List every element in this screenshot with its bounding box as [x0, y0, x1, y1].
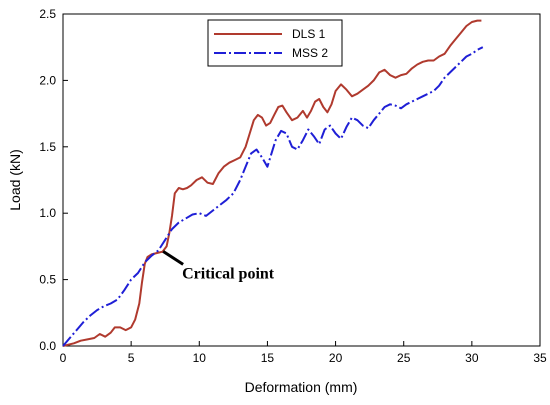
annotation-layer: Critical point — [162, 250, 275, 282]
series-line-mss-2 — [62, 46, 484, 347]
series-line-dls-1 — [62, 19, 482, 347]
x-tick-label: 0 — [60, 351, 67, 365]
y-tick-label: 1.5 — [39, 140, 56, 154]
y-tick-label: 0.0 — [39, 339, 56, 353]
x-axis: 0 5 10 15 20 25 30 35 — [60, 341, 547, 365]
x-tick-label: 30 — [465, 351, 479, 365]
y-tick-label: 2.5 — [39, 7, 56, 21]
plot-frame — [62, 13, 541, 347]
x-tick-label: 15 — [261, 351, 275, 365]
x-tick-label: 25 — [397, 351, 411, 365]
y-axis: 0.0 0.5 1.0 1.5 2.0 2.5 — [39, 7, 68, 353]
x-tick-label: 5 — [128, 351, 135, 365]
y-tick-label: 1.0 — [39, 206, 56, 220]
x-tick-label: 20 — [329, 351, 343, 365]
annotation-pointer — [162, 250, 184, 266]
legend-box — [207, 19, 343, 67]
x-tick-label: 10 — [193, 351, 207, 365]
series-layer — [62, 19, 484, 347]
legend: DLS 1 MSS 2 — [207, 19, 343, 67]
y-tick-label: 0.5 — [39, 273, 56, 287]
legend-label-mss-2: MSS 2 — [292, 46, 328, 60]
y-tick-label: 2.0 — [39, 73, 56, 87]
legend-label-dls-1: DLS 1 — [292, 27, 326, 41]
x-axis-title: Deformation (mm) — [245, 379, 358, 395]
x-tick-label: 35 — [533, 351, 547, 365]
annotation-critical-point: Critical point — [182, 265, 275, 282]
y-axis-title: Load (kN) — [7, 149, 23, 210]
